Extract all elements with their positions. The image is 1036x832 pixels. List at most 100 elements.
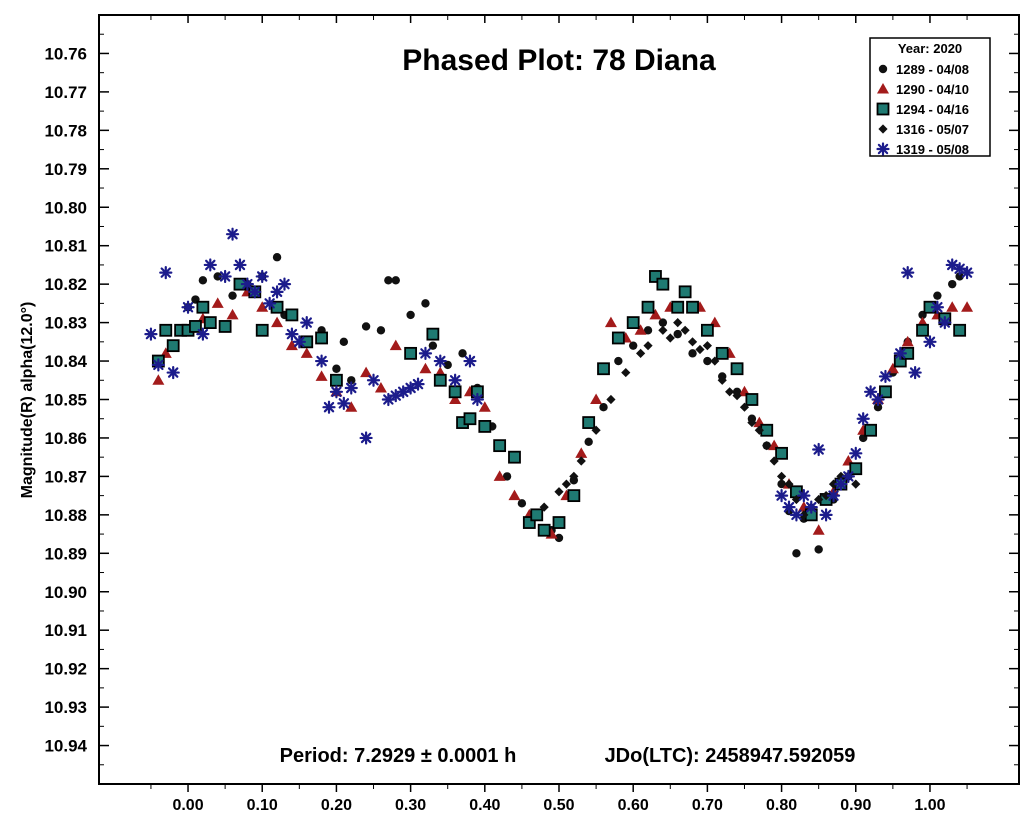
legend-marker (878, 124, 888, 134)
x-tick-label: 0.60 (618, 797, 649, 814)
data-point (680, 325, 690, 335)
y-tick-label: 10.85 (44, 391, 87, 410)
data-point (649, 308, 662, 320)
y-tick-label: 10.90 (44, 583, 87, 602)
data-point (739, 402, 750, 412)
data-point (955, 272, 964, 281)
data-point (347, 376, 356, 385)
data-point (233, 258, 247, 272)
data-point (774, 489, 789, 503)
data-point (784, 479, 794, 489)
data-point (730, 362, 744, 376)
data-point (591, 425, 601, 435)
y-tick-label: 10.89 (44, 544, 87, 563)
data-point (389, 339, 402, 351)
data-point (421, 299, 430, 308)
data-point (458, 349, 467, 358)
x-tick-label: 0.20 (321, 797, 352, 814)
y-tick-label: 10.79 (44, 160, 87, 179)
data-point (448, 373, 462, 387)
data-point (791, 494, 802, 505)
data-point (285, 339, 298, 351)
data-point (151, 358, 165, 372)
y-tick-label: 10.76 (44, 44, 87, 63)
data-point (873, 402, 883, 412)
data-point (626, 316, 640, 330)
data-points (144, 227, 974, 558)
data-point (478, 420, 492, 433)
data-point (849, 446, 863, 460)
data-point (841, 469, 855, 483)
x-tick-label: 0.80 (766, 797, 797, 814)
data-point (649, 270, 662, 283)
data-point (552, 516, 566, 529)
data-point (695, 344, 705, 355)
data-point (908, 365, 922, 380)
data-point (747, 417, 757, 428)
data-point (406, 310, 415, 320)
data-point (285, 308, 299, 322)
data-point (448, 385, 462, 399)
data-point (203, 316, 217, 330)
data-point (196, 327, 210, 341)
chart-title: Phased Plot: 78 Diana (402, 44, 716, 77)
data-point (166, 365, 180, 380)
data-point (218, 269, 232, 284)
data-point (621, 367, 631, 378)
data-point (856, 412, 870, 426)
legend-marker (878, 64, 888, 74)
series-asterisk (144, 227, 974, 522)
data-point (292, 335, 306, 349)
data-point (901, 266, 915, 280)
data-point (322, 400, 336, 414)
data-point (189, 320, 202, 333)
y-tick-label: 10.83 (44, 314, 87, 333)
data-point (218, 320, 232, 333)
data-point (799, 510, 809, 520)
data-point (470, 392, 484, 407)
data-point (277, 277, 292, 291)
data-point (665, 333, 675, 343)
data-point (391, 276, 400, 285)
data-point (643, 326, 653, 335)
data-point (849, 462, 863, 476)
data-point (643, 341, 653, 351)
y-tick-label: 10.88 (44, 506, 87, 525)
data-point (641, 300, 655, 314)
data-point (344, 381, 358, 395)
data-point (953, 262, 967, 276)
data-point (478, 401, 491, 412)
legend-label: 1289 - 04/08 (896, 62, 969, 77)
data-point (628, 341, 638, 350)
y-tick-label: 10.80 (44, 198, 87, 217)
data-point (443, 360, 452, 370)
data-point (263, 296, 277, 310)
y-tick-label: 10.87 (44, 467, 87, 486)
data-point (211, 297, 224, 308)
data-point (270, 300, 284, 314)
data-point (678, 285, 692, 299)
data-point (198, 276, 208, 285)
data-point (688, 349, 697, 358)
data-point (329, 385, 344, 399)
data-point (777, 479, 786, 489)
data-point (508, 450, 521, 464)
data-point (789, 508, 804, 522)
data-point (938, 316, 952, 330)
data-point (314, 354, 329, 368)
x-tick-label: 0.70 (692, 797, 723, 814)
data-point (463, 354, 477, 368)
data-point (315, 370, 328, 381)
data-point (864, 423, 878, 437)
data-point (879, 385, 892, 399)
data-point (493, 470, 506, 481)
y-tick-label: 10.84 (44, 352, 87, 371)
data-point (374, 381, 387, 393)
data-point (433, 354, 447, 368)
data-point (330, 373, 343, 387)
data-point (228, 291, 237, 300)
y-axis-label: Magnitude(R) alpha(12.0°) (19, 302, 36, 499)
data-point (611, 331, 625, 345)
data-point (792, 549, 801, 558)
